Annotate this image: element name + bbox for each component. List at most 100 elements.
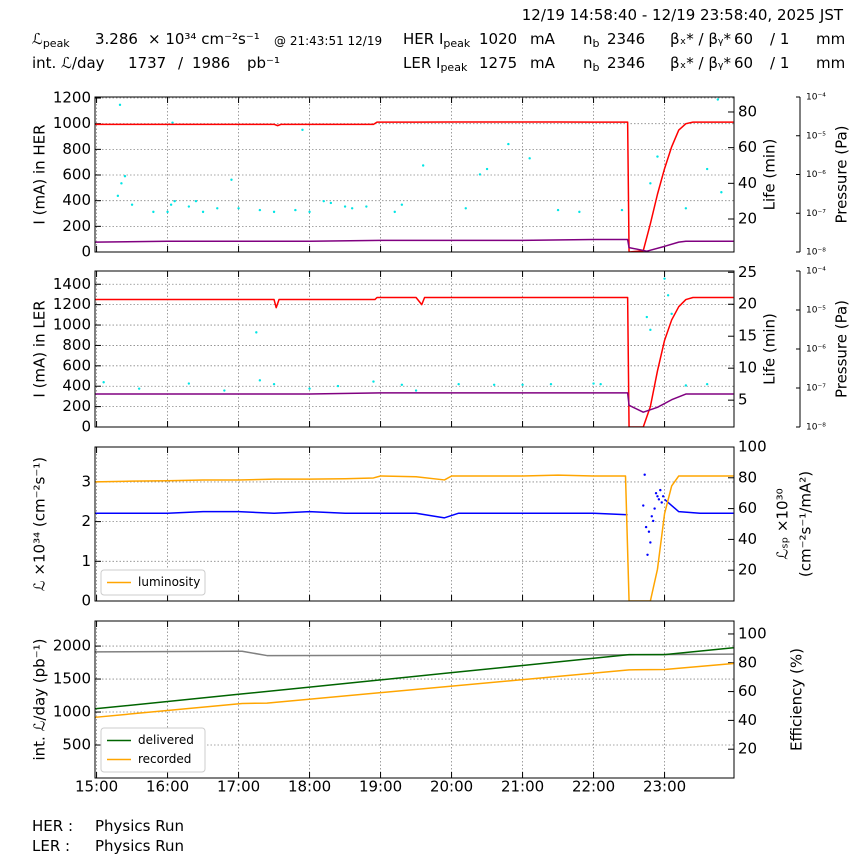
y2-tick-label: 40 xyxy=(738,174,757,192)
y2-tick-label: 100 xyxy=(738,624,767,642)
plot-frame xyxy=(94,270,735,428)
scatter-point xyxy=(329,201,333,205)
scatter-point xyxy=(478,173,482,176)
series-group xyxy=(95,473,734,601)
y3-tick-label: 10⁻⁵ xyxy=(806,306,826,316)
scatter-point xyxy=(649,182,652,185)
scatter-point xyxy=(656,495,659,498)
legend-label: recorded xyxy=(138,752,191,766)
scatter-point xyxy=(660,501,663,504)
y-tick-label: 0 xyxy=(81,243,91,261)
x-tick-label: 15:00 xyxy=(75,778,118,796)
y-axis-label: I (mA) in HER xyxy=(31,124,49,224)
y2-tick-label: 25 xyxy=(738,263,757,281)
scatter-point xyxy=(118,103,122,107)
bunch-label: nb xyxy=(583,30,600,50)
scatter-point xyxy=(649,541,652,544)
scatter-point xyxy=(705,167,709,171)
scatter-point xyxy=(201,210,205,214)
y3-tick-label: 10⁻⁷ xyxy=(806,209,826,219)
y3-tick-label: 10⁻⁴ xyxy=(806,267,826,277)
y2-axis-label: Life (min) xyxy=(761,139,779,211)
peak-unit: × 10³⁴ cm⁻²s⁻¹ xyxy=(148,30,260,48)
scatter-point xyxy=(336,384,340,388)
y-tick-label: 1500 xyxy=(53,670,91,688)
beta-unit: mm xyxy=(816,30,845,48)
scatter-point xyxy=(216,207,219,210)
peak-label: ℒpeak xyxy=(32,30,70,50)
y-tick-label: 800 xyxy=(62,336,91,354)
y2-tick-label: 40 xyxy=(738,530,757,548)
beta-x: 60 xyxy=(734,30,753,48)
y2-axis-label: ℒₛₚ ×10³⁰ xyxy=(774,488,792,559)
scatter-point xyxy=(171,121,174,124)
scatter-point xyxy=(464,207,467,210)
scatter-point xyxy=(102,381,105,384)
scatter-point xyxy=(116,194,120,198)
footer-ring: HER : xyxy=(32,817,73,835)
scatter-point xyxy=(120,182,123,185)
ring-label-main: HER I xyxy=(403,30,443,48)
y-tick-label: 500 xyxy=(62,736,91,754)
y2-tick-label: 20 xyxy=(738,740,757,758)
series-line xyxy=(95,474,734,601)
x-tick-label: 23:00 xyxy=(643,778,686,796)
y-tick-label: 1 xyxy=(81,552,91,570)
ring-label: LER Ipeak xyxy=(403,54,468,74)
scatter-point xyxy=(507,142,510,146)
y-axis-label: int. ℒ/day (pb⁻¹) xyxy=(31,639,49,761)
scatter-point xyxy=(521,383,524,387)
y-tick-label: 3 xyxy=(81,472,91,490)
x-tick-label: 19:00 xyxy=(359,778,402,796)
y3-tick-label: 10⁻⁴ xyxy=(806,93,826,103)
scatter-point xyxy=(716,98,720,101)
scatter-point xyxy=(372,380,375,383)
scatter-point xyxy=(365,205,368,208)
scatter-point xyxy=(556,208,560,212)
ring-current: 1275 xyxy=(479,54,517,72)
scatter-point xyxy=(659,488,662,492)
scatter-point xyxy=(620,208,624,212)
scatter-point xyxy=(642,504,645,507)
scatter-point xyxy=(322,199,325,203)
series-line xyxy=(95,121,734,252)
date-range: 12/19 14:58:40 - 12/19 23:58:40, 2025 JS… xyxy=(522,6,844,24)
scatter-point xyxy=(643,473,646,476)
series-group xyxy=(95,98,734,252)
y2-tick-label: 100 xyxy=(738,438,767,456)
scatter-point xyxy=(653,507,656,510)
scatter-point xyxy=(400,383,404,387)
int-today: 1737 xyxy=(128,54,166,72)
scatter-point xyxy=(169,203,173,206)
panels: 0200400600800100012002040608010⁻⁸10⁻⁷10⁻… xyxy=(31,89,851,796)
x-tick-label: 16:00 xyxy=(146,778,189,796)
scatter-point xyxy=(421,164,425,167)
y3-tick-label: 10⁻⁸ xyxy=(806,248,826,258)
bunch-count: 2346 xyxy=(607,30,645,48)
scatter-point xyxy=(646,553,649,556)
y2-tick-label: 40 xyxy=(738,711,757,729)
y2-tick-label: 80 xyxy=(738,102,757,120)
scatter-point xyxy=(166,210,169,214)
series-line xyxy=(95,646,734,710)
scatter-point xyxy=(414,389,418,392)
x-tick-label: 17:00 xyxy=(217,778,260,796)
y3-tick-label: 10⁻⁷ xyxy=(806,384,826,394)
beta-x: 60 xyxy=(734,54,753,72)
y3-tick-label: 10⁻⁵ xyxy=(806,131,826,141)
y-tick-label: 800 xyxy=(62,140,91,158)
scatter-point xyxy=(652,519,655,523)
scatter-point xyxy=(647,530,651,533)
bunch-count: 2346 xyxy=(607,54,645,72)
int-label: int. ℒ/day xyxy=(32,54,105,72)
peak-value: 3.286 xyxy=(95,30,138,48)
scatter-point xyxy=(308,210,311,214)
series-group xyxy=(95,646,734,719)
y-tick-label: 600 xyxy=(62,166,91,184)
scatter-point xyxy=(549,382,553,386)
y-tick-label: 0 xyxy=(81,418,91,436)
y-tick-label: 1400 xyxy=(53,275,91,293)
ring-current-unit: mA xyxy=(530,54,556,72)
scatter-point xyxy=(650,515,653,518)
